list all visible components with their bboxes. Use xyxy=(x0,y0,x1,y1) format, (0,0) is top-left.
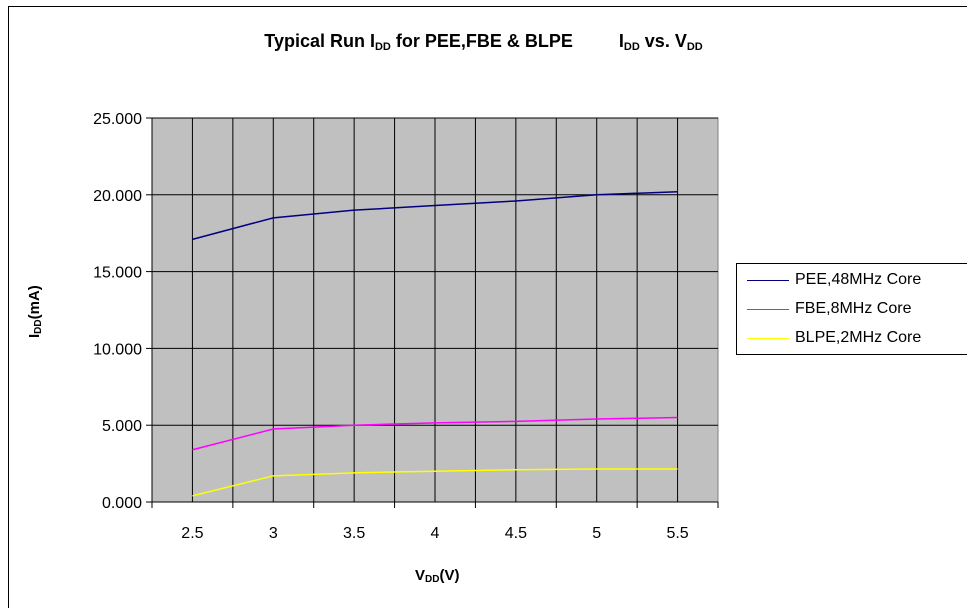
series-line-0 xyxy=(192,190,678,241)
title-sub-c: DD xyxy=(623,41,640,53)
y-tick-label: 25.000 xyxy=(93,111,142,128)
chart-frame xyxy=(8,6,967,608)
y-label-sub: DD xyxy=(33,319,44,334)
legend-item-pee: PEE,48MHz Core xyxy=(747,268,921,292)
legend-swatch-pee xyxy=(747,279,789,281)
x-tick-label: 5.5 xyxy=(666,525,688,542)
legend-item-blpe: BLPE,2MHz Core xyxy=(747,326,921,350)
chart-legend: PEE,48MHz Core FBE,8MHz Core BLPE,2MHz C… xyxy=(736,263,967,355)
y-tick-label: 0.000 xyxy=(102,495,142,512)
y-tick-label: 15.000 xyxy=(93,265,142,282)
y-axis-label: IDD(mA) xyxy=(26,285,44,338)
y-tick-label: 20.000 xyxy=(93,188,142,205)
legend-label-pee: PEE,48MHz Core xyxy=(795,271,922,288)
chart-title: Typical Run IDD for PEE,FBE & BLPE IDD vs… xyxy=(0,31,967,53)
chart-title-part1: Typical Run IDD for PEE,FBE & BLPE xyxy=(264,31,573,53)
legend-label-fbe: FBE,8MHz Core xyxy=(795,300,912,317)
legend-swatch-fbe xyxy=(747,308,789,310)
title-sub-d: DD xyxy=(686,41,703,53)
x-axis-label: VDD(V) xyxy=(415,567,459,585)
series-line-2 xyxy=(192,468,678,497)
title-text-b: for PEE,FBE & BLPE xyxy=(390,31,573,51)
legend-item-fbe: FBE,8MHz Core xyxy=(747,297,911,321)
y-tick-label: 5.000 xyxy=(102,418,142,435)
x-label-main: V xyxy=(415,567,426,584)
x-label-sub: DD xyxy=(425,574,440,585)
x-tick-label: 5 xyxy=(592,525,601,542)
series-line-1 xyxy=(192,416,678,451)
x-tick-label: 2.5 xyxy=(181,525,203,542)
legend-swatch-blpe xyxy=(747,337,789,339)
title-text-d: vs. V xyxy=(639,31,687,51)
x-label-rest: (V) xyxy=(439,567,460,584)
x-tick-label: 4 xyxy=(431,525,440,542)
chart-title-part2: IDD vs. VDD xyxy=(618,31,703,53)
x-tick-label: 3 xyxy=(269,525,278,542)
y-tick-label: 10.000 xyxy=(93,341,142,358)
x-tick-label: 3.5 xyxy=(343,525,365,542)
title-sub-a: DD xyxy=(374,41,391,53)
y-label-rest: (mA) xyxy=(26,285,43,320)
legend-label-blpe: BLPE,2MHz Core xyxy=(795,329,922,346)
title-text-c: I xyxy=(618,31,624,51)
title-text-a: Typical Run I xyxy=(264,31,375,51)
y-label-main: I xyxy=(26,333,43,338)
x-tick-label: 4.5 xyxy=(505,525,527,542)
